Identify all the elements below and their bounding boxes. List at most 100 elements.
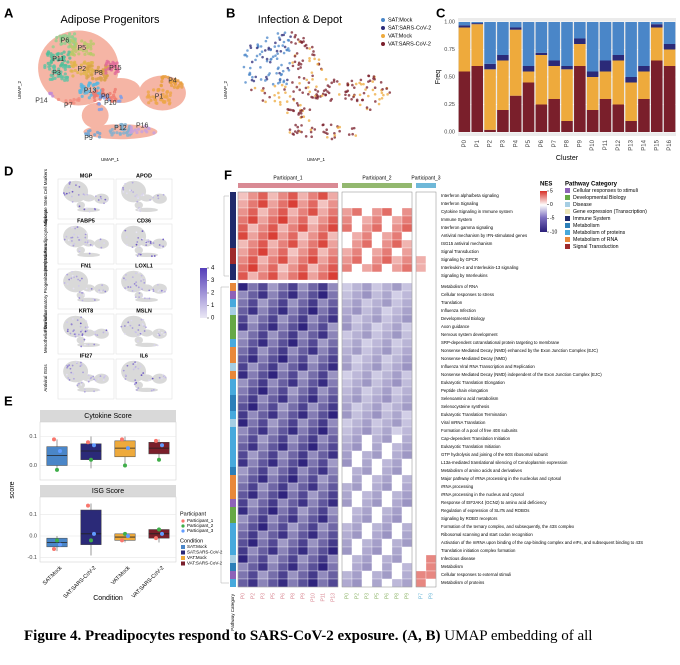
heatmap-cell [247, 418, 259, 428]
heatmap-cell [267, 562, 279, 572]
umap-cell [101, 94, 105, 98]
heatmap-cell [391, 298, 403, 308]
heatmap-cell [297, 402, 309, 412]
heatmap-cell [247, 271, 259, 281]
expression-cell [72, 287, 75, 290]
heatmap-cell [327, 506, 339, 516]
umap-cell [91, 77, 95, 81]
heatmap-cell [401, 306, 413, 316]
heatmap-cell [317, 450, 329, 460]
heatmap-cell [371, 434, 383, 444]
axis-label: Condition [93, 595, 123, 602]
heatmap-cell [247, 322, 259, 332]
row-label: Eukaryotic Translation Elongation [441, 380, 505, 385]
heatmap-cell [327, 322, 339, 332]
heatmap-cell [361, 263, 373, 273]
umap-cell [107, 98, 111, 102]
participant-point [92, 531, 96, 536]
umap-cell [71, 74, 75, 78]
bar-segment [599, 60, 612, 72]
heatmap-cell [297, 434, 309, 444]
umap-cell [332, 80, 336, 83]
heatmap-cell [381, 386, 393, 396]
bar-segment [612, 60, 625, 105]
heatmap-cell [297, 207, 309, 217]
umap-cell [62, 59, 67, 63]
heatmap-cell [381, 554, 393, 564]
heatmap-cell [351, 282, 363, 292]
expression-cell [88, 290, 91, 293]
expression-cell [79, 365, 82, 368]
umap-cell [249, 46, 253, 50]
heatmap-cell [297, 271, 309, 281]
row-label: Activation of the mRNA upon binding of t… [441, 540, 643, 545]
heatmap-cell [351, 538, 363, 548]
row-label: Major pathway of rRNA processing in the … [441, 476, 561, 481]
umap-cell [55, 70, 60, 74]
umap-cell [316, 62, 319, 66]
expression-cell [105, 329, 108, 332]
umap-cell [274, 41, 277, 45]
expression-cell [65, 373, 68, 376]
heatmap-cell [307, 522, 319, 532]
heatmap-cell [425, 538, 437, 548]
heatmap-cell [327, 199, 339, 209]
heatmap-cell [425, 199, 437, 209]
heatmap-cell [401, 562, 413, 572]
colorbar-label: 1 [211, 303, 215, 309]
expression-cell [138, 292, 141, 295]
umap-cell [279, 103, 282, 106]
umap-cell [84, 49, 89, 53]
heatmap-cell [297, 562, 309, 572]
heatmap-cell [247, 538, 259, 548]
heatmap-cell [361, 538, 373, 548]
expression-cell [131, 181, 134, 184]
bar-segment [548, 66, 560, 99]
heatmap-cell [425, 458, 437, 468]
heatmap-cell [341, 386, 353, 396]
expression-cell [85, 320, 88, 323]
expression-cell [105, 200, 108, 202]
heatmap-cell [277, 314, 289, 324]
heatmap-cell [341, 370, 353, 380]
umap-cell [336, 126, 340, 129]
bar-segment [458, 27, 471, 72]
heatmap-cell [351, 271, 363, 281]
heatmap-cell [287, 394, 299, 404]
category-cell [230, 355, 236, 363]
heatmap-cell [297, 442, 309, 452]
heatmap-cell [267, 306, 279, 316]
heatmap-cell [237, 402, 249, 412]
x-tick-label: P15 [654, 139, 660, 150]
umap-cell [93, 94, 97, 98]
heatmap-cell [401, 514, 413, 524]
umap-cell [63, 78, 67, 82]
umap-cell [278, 77, 282, 81]
heatmap-cell [425, 450, 437, 460]
heatmap-cell [401, 394, 413, 404]
legend-swatch [381, 34, 385, 38]
heatmap-cell [317, 346, 329, 356]
heatmap-cell [317, 271, 329, 281]
heatmap-cell [391, 394, 403, 404]
heatmap-cell [415, 362, 427, 372]
heatmap-cell [401, 354, 413, 364]
expression-cell [145, 326, 147, 329]
umap-cell [122, 128, 126, 132]
umap-region [134, 246, 143, 254]
expression-cell [85, 207, 88, 210]
heatmap-cell [391, 458, 403, 468]
x-tick-label: P9 [577, 139, 583, 147]
umap-cell [68, 42, 72, 46]
heatmap-cell [237, 255, 249, 265]
heatmap-cell [327, 362, 339, 372]
block-frame [415, 191, 437, 588]
row-label: Metabolism of RNA [441, 284, 478, 289]
bar-segment [548, 60, 560, 66]
expression-cell [142, 194, 145, 197]
bar-segment [663, 22, 676, 44]
umap-cell [87, 96, 91, 100]
heatmap-cell [351, 378, 363, 388]
umap-cell [91, 53, 95, 57]
expression-cell [75, 361, 78, 364]
